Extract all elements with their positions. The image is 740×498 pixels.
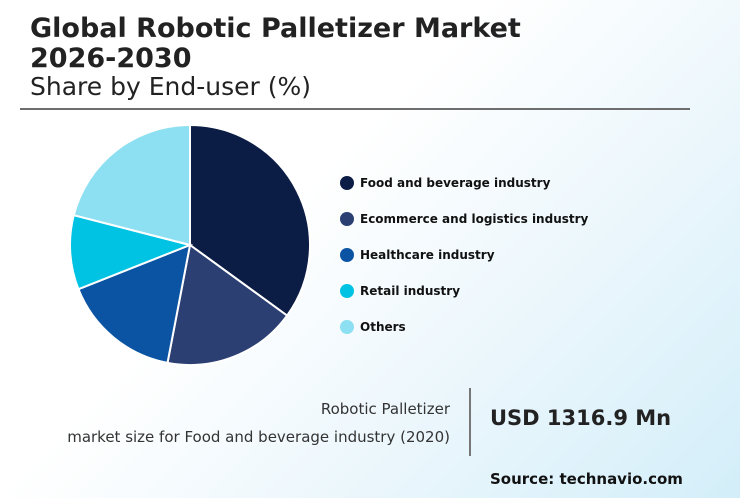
source-credit: Source: technavio.com (490, 470, 683, 488)
legend-label-retail: Retail industry (360, 284, 461, 298)
legend-swatch-others (340, 320, 354, 334)
chart-subtitle: Share by End-user (%) (30, 72, 311, 101)
pie-slice-others (72, 123, 191, 247)
pie-slice-food (189, 123, 311, 317)
metric-label-line2: market size for Food and beverage indust… (67, 428, 450, 446)
title-divider (20, 108, 690, 110)
pie-slice-healthcare (77, 243, 192, 365)
chart-title: Global Robotic Palletizer Market 2026-20… (30, 13, 521, 74)
metric-label-line1: Robotic Palletizer (320, 400, 450, 418)
legend-label-others: Others (360, 320, 406, 334)
metric-divider (469, 388, 471, 456)
legend-swatch-ecommerce (340, 212, 354, 226)
pie-chart (69, 123, 311, 366)
legend-label-ecommerce: Ecommerce and logistics industry (360, 212, 589, 226)
legend-label-healthcare: Healthcare industry (360, 248, 495, 262)
legend-swatch-retail (340, 284, 354, 298)
pie-slice-retail (69, 213, 194, 291)
legend-label-food: Food and beverage industry (360, 176, 551, 190)
legend-swatch-healthcare (340, 248, 354, 262)
legend-swatch-food (340, 176, 354, 190)
metric-value: USD 1316.9 Mn (490, 406, 672, 430)
pie-slice-ecommerce (166, 243, 289, 366)
